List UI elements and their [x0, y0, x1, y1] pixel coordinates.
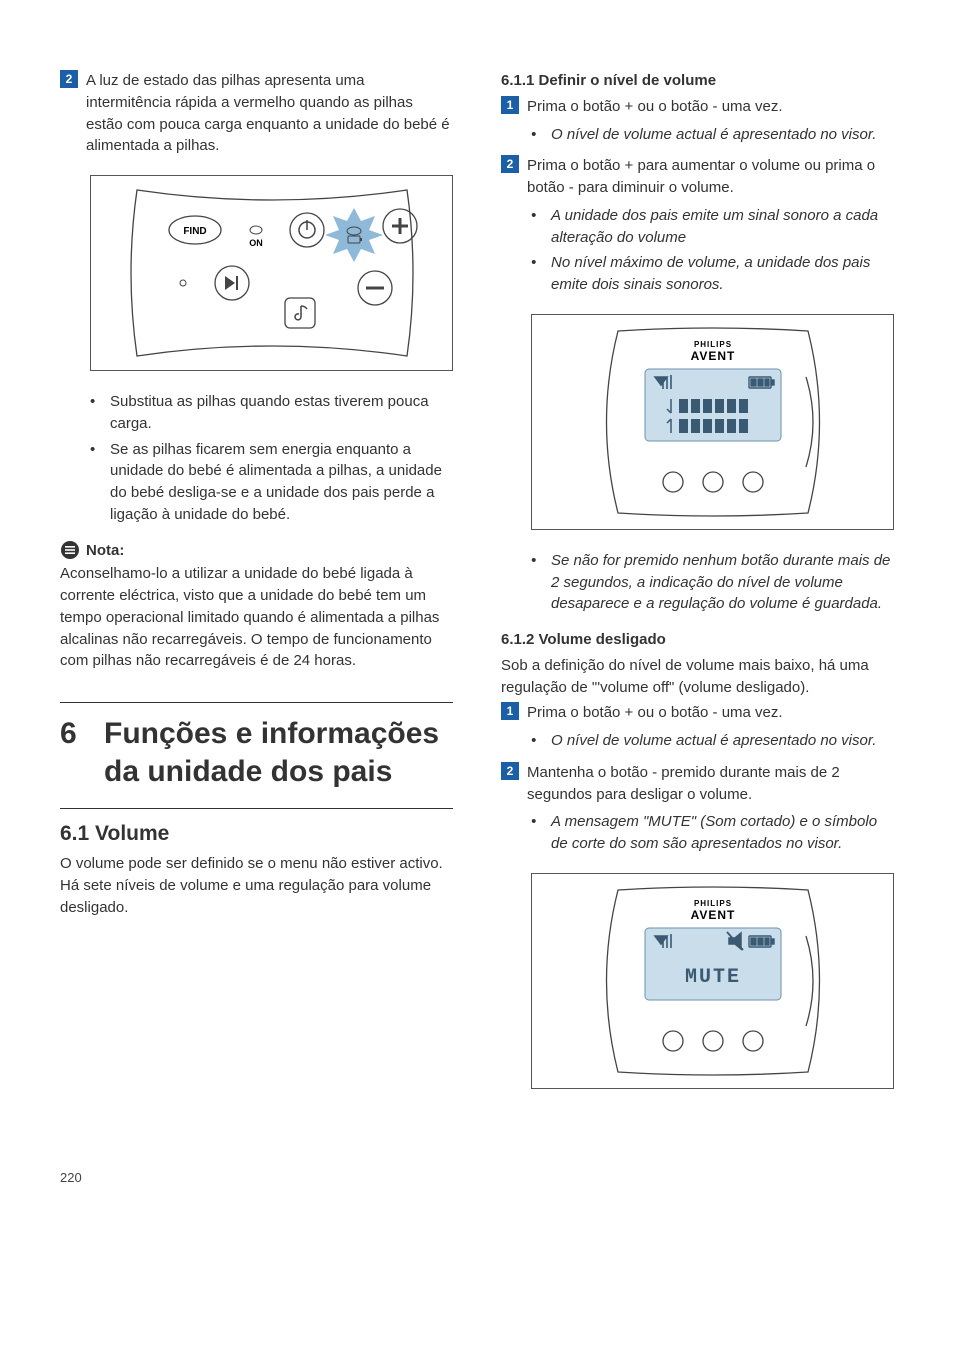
step-612-1: 1 Prima o botão + ou o botão - uma vez. [501, 702, 894, 724]
body-6-1-2: Sob a definição do nível de volume mais … [501, 655, 894, 699]
bullet: No nível máximo de volume, a unidade dos… [531, 252, 894, 296]
figure-parent-unit-volume: PHILIPS AVENT [531, 314, 894, 530]
brand-philips: PHILIPS [693, 340, 731, 349]
note-body: Aconselhamo-lo a utilizar a unidade do b… [60, 563, 453, 672]
step-number-icon: 2 [501, 155, 519, 173]
battery-led-highlight [325, 208, 383, 262]
sub-6-1-body: O volume pode ser definido se o menu não… [60, 853, 453, 918]
step-611-2-text: Prima o botão + para aumentar o volume o… [527, 155, 894, 199]
step-number-icon: 2 [501, 762, 519, 780]
brand-avent: AVENT [690, 908, 735, 922]
figure-parent-unit-mute: PHILIPS AVENT [531, 873, 894, 1089]
step-612-1-text: Prima o botão + ou o botão - uma vez. [527, 702, 894, 724]
bullet: Se não for premido nenhum botão durante … [531, 550, 894, 615]
note-label: Nota: [86, 540, 124, 562]
heading-6-1-2: 6.1.2 Volume desligado [501, 629, 894, 651]
battery-bullets: Substitua as pilhas quando estas tiverem… [60, 391, 453, 526]
section-divider-bottom [60, 808, 453, 809]
bullet: O nível de volume actual é apresentado n… [531, 730, 894, 752]
step-number-icon: 1 [501, 96, 519, 114]
note-icon [60, 540, 80, 560]
bullet-1: Substitua as pilhas quando estas tiverem… [90, 391, 453, 435]
right-column: 6.1.1 Definir o nível de volume 1 Prima … [501, 70, 894, 1109]
sub-num: 6.1 [60, 822, 89, 845]
mute-display-text: MUTE [684, 966, 740, 989]
step-611-1-text: Prima o botão + ou o botão - uma vez. [527, 96, 894, 118]
step-612-1-bullets: O nível de volume actual é apresentado n… [501, 730, 894, 752]
heading-6-1-1: 6.1.1 Definir o nível de volume [501, 70, 894, 92]
bullet: A mensagem "MUTE" (Som cortado) e o símb… [531, 811, 894, 855]
step-611-1: 1 Prima o botão + ou o botão - uma vez. [501, 96, 894, 118]
parent-unit-volume-svg: PHILIPS AVENT [573, 327, 853, 517]
step-611-1-bullets: O nível de volume actual é apresentado n… [501, 124, 894, 146]
step-612-2: 2 Mantenha o botão - premido durante mai… [501, 762, 894, 806]
sub-title: Volume [95, 822, 169, 845]
note-heading: Nota: [60, 540, 453, 562]
step-612-2-bullets: A mensagem "MUTE" (Som cortado) e o símb… [501, 811, 894, 855]
after-fig2-bullets: Se não for premido nenhum botão durante … [501, 550, 894, 615]
subsection-6-1-heading: 6.1 Volume [60, 819, 453, 849]
step-number-icon: 2 [60, 70, 78, 88]
step-2-text: A luz de estado das pilhas apresenta uma… [86, 70, 453, 157]
bullet-2: Se as pilhas ficarem sem energia enquant… [90, 439, 453, 526]
step-611-2-bullets: A unidade dos pais emite um sinal sonoro… [501, 205, 894, 296]
brand-philips: PHILIPS [693, 899, 731, 908]
section-title: Funções e informações da unidade dos pai… [104, 715, 449, 790]
step-612-2-text: Mantenha o botão - premido durante mais … [527, 762, 894, 806]
figure-baby-unit-panel: FIND ON [90, 175, 453, 371]
page-columns: 2 A luz de estado das pilhas apresenta u… [60, 70, 894, 1109]
step-2: 2 A luz de estado das pilhas apresenta u… [60, 70, 453, 157]
on-label: ON [249, 238, 263, 248]
baby-unit-svg: FIND ON [117, 188, 427, 358]
section-number: 6 [60, 715, 104, 753]
find-label: FIND [183, 226, 206, 237]
bullet: O nível de volume actual é apresentado n… [531, 124, 894, 146]
section-divider-top [60, 702, 453, 703]
brand-avent: AVENT [690, 349, 735, 363]
page-number: 220 [60, 1169, 894, 1188]
parent-unit-mute-svg: PHILIPS AVENT [573, 886, 853, 1076]
bullet: A unidade dos pais emite um sinal sonoro… [531, 205, 894, 249]
left-column: 2 A luz de estado das pilhas apresenta u… [60, 70, 453, 1109]
step-611-2: 2 Prima o botão + para aumentar o volume… [501, 155, 894, 199]
step-number-icon: 1 [501, 702, 519, 720]
section-6-heading: 6Funções e informações da unidade dos pa… [60, 715, 453, 790]
